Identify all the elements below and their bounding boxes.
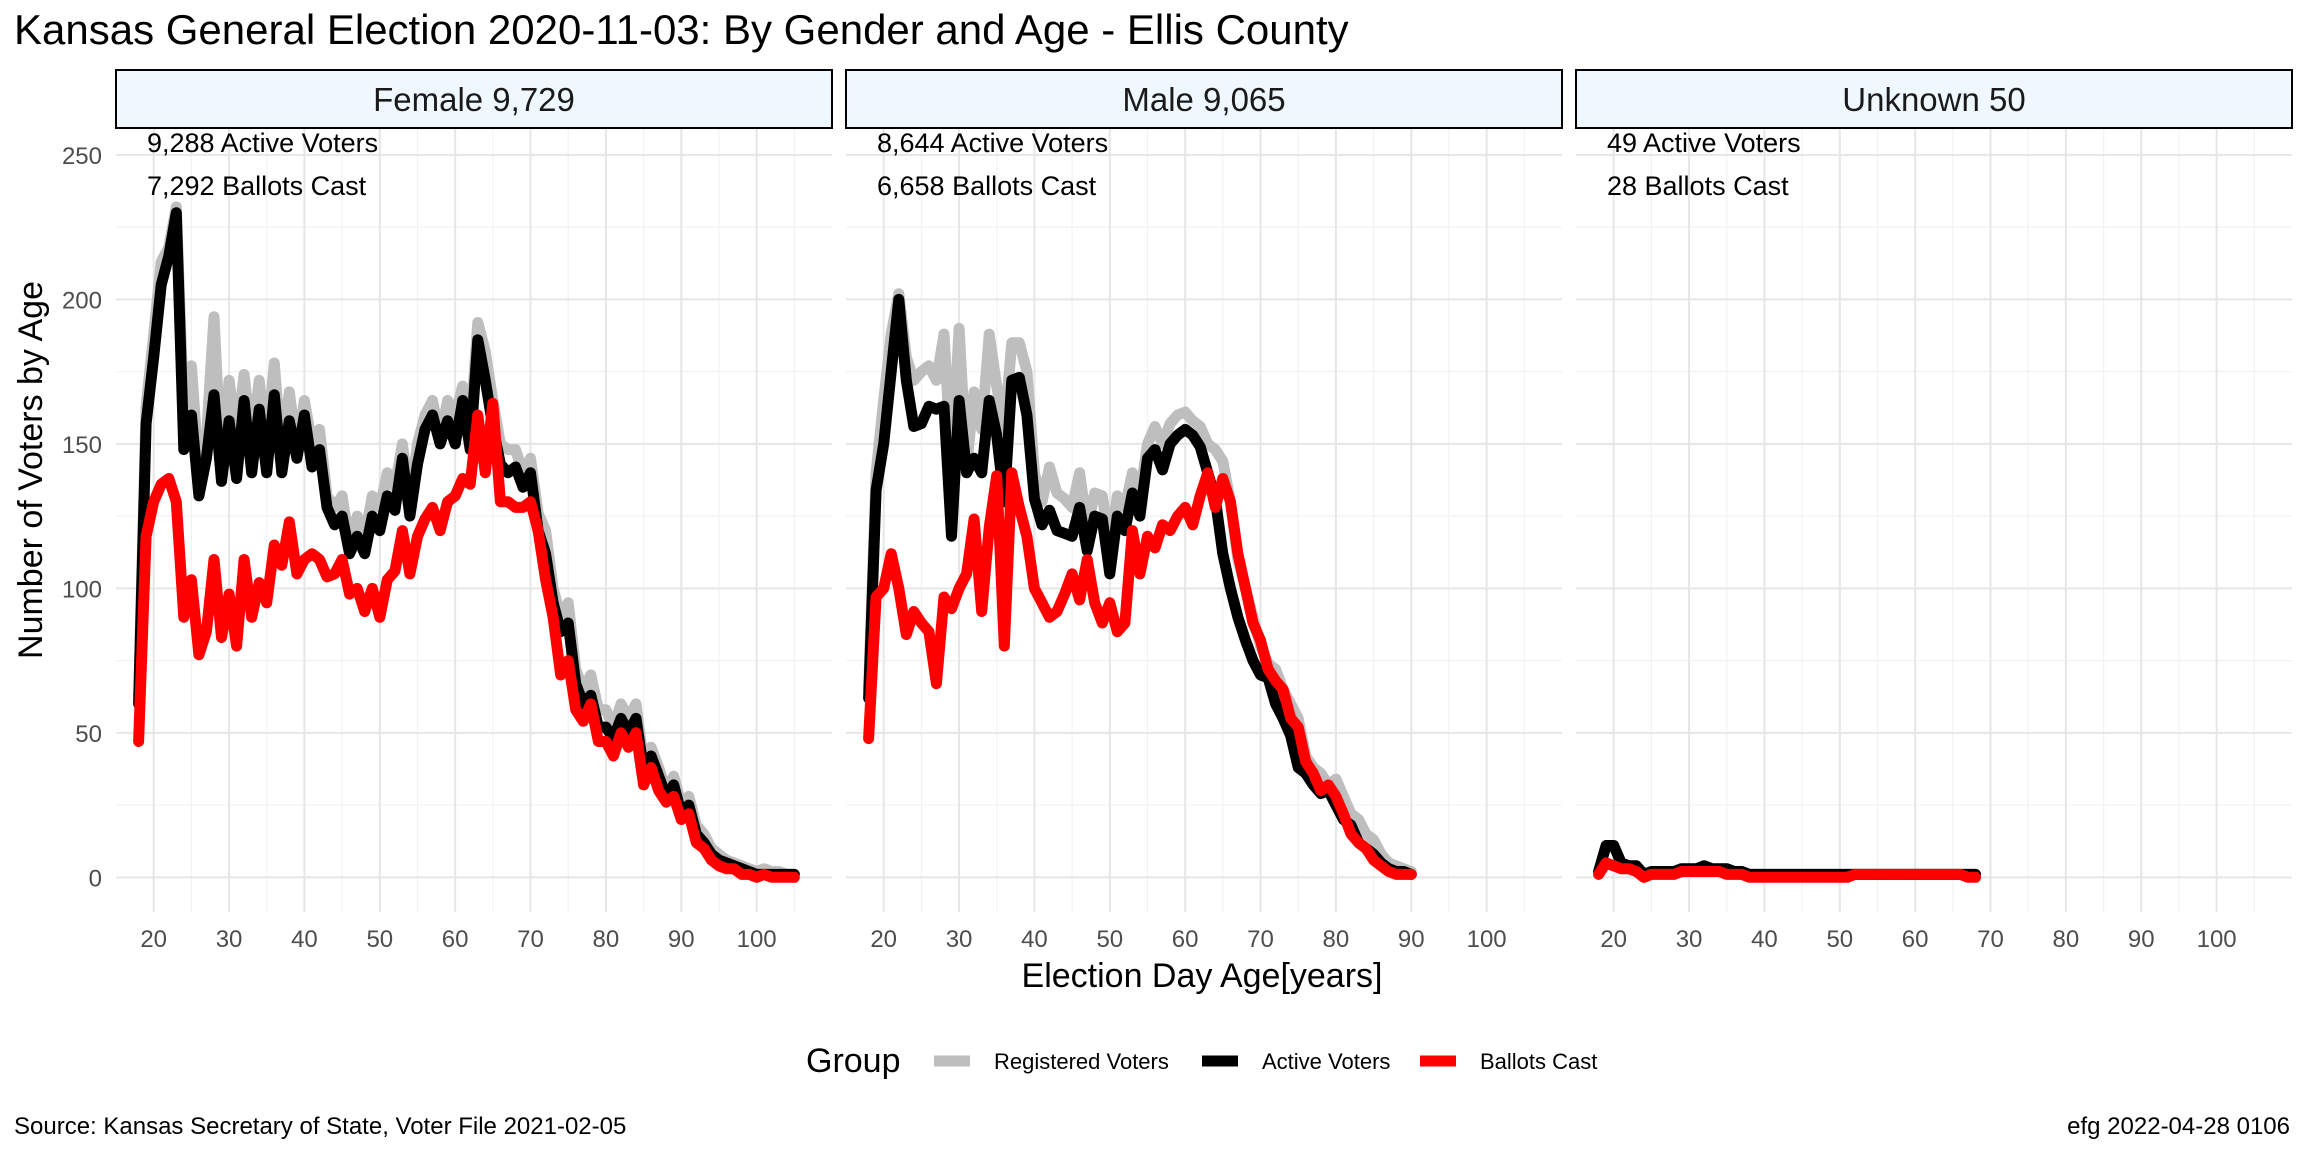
panel-annotation: 6,658 Ballots Cast	[877, 171, 1097, 201]
series-line	[133, 207, 800, 880]
strip-background	[845, 69, 1563, 129]
facet-strip: Unknown 50	[1575, 69, 2293, 129]
panel-annotation: 28 Ballots Cast	[1607, 171, 1789, 201]
x-tick-label: 90	[1398, 926, 1425, 953]
y-tick-label: 150	[62, 432, 102, 459]
x-tick-label: 50	[1096, 926, 1123, 953]
x-tick-label: 40	[291, 926, 318, 953]
x-tick-label: 50	[366, 926, 393, 953]
x-tick-label: 100	[737, 926, 777, 953]
source-note: Source: Kansas Secretary of State, Voter…	[14, 1113, 626, 1140]
x-tick-label: 100	[2197, 926, 2237, 953]
x-tick-label: 30	[1676, 926, 1703, 953]
y-tick-label: 100	[62, 576, 102, 603]
x-tick-label: 60	[1172, 926, 1199, 953]
legend-item: Ballots Cast	[1420, 1049, 1597, 1074]
x-tick-label: 100	[1467, 926, 1507, 953]
strip-label: Unknown 50	[1842, 81, 2025, 118]
x-tick-label: 70	[1247, 926, 1274, 953]
strip-background	[115, 69, 833, 129]
x-tick-label: 30	[946, 926, 973, 953]
facet-panel-1: 20 30 40 50 60 70 80 90 100 0 50 100 150 200 250 Female…	[62, 69, 833, 953]
series-line	[133, 397, 800, 883]
y-tick-label: 50	[75, 721, 102, 748]
facet-panel-3: 20 30 40 50 60 70 80 90 100 Unknown 50 49 Active V…	[1575, 69, 2293, 953]
y-tick-label: 0	[89, 865, 102, 892]
x-tick-label: 40	[1751, 926, 1778, 953]
legend-item: Registered Voters	[934, 1049, 1169, 1074]
facet-strip: Female 9,729	[115, 69, 833, 129]
legend: Group Registered Voters Active Voters Ball…	[806, 1042, 1597, 1080]
x-tick-label: 80	[593, 926, 620, 953]
x-tick-label: 90	[2128, 926, 2155, 953]
x-tick-label: 20	[140, 926, 167, 953]
panel-annotation: 49 Active Voters	[1607, 128, 1801, 158]
legend-label: Active Voters	[1262, 1049, 1390, 1074]
facet-panel-2: 20 30 40 50 60 70 80 90 100 Male 9,065 8,644 Activ…	[845, 69, 1563, 953]
x-tick-label: 80	[1323, 926, 1350, 953]
y-axis-label: Number of Voters by Age	[12, 281, 50, 659]
legend-label: Ballots Cast	[1480, 1049, 1597, 1074]
x-tick-label: 60	[442, 926, 469, 953]
series-line	[1593, 857, 1981, 883]
strip-label: Male 9,065	[1122, 81, 1285, 118]
x-tick-label: 20	[870, 926, 897, 953]
x-tick-label: 80	[2053, 926, 2080, 953]
x-axis-label: Election Day Age[years]	[1022, 957, 1383, 995]
x-tick-label: 70	[1977, 926, 2004, 953]
panel-annotation: 7,292 Ballots Cast	[147, 171, 367, 201]
x-tick-label: 30	[216, 926, 243, 953]
x-tick-label: 90	[668, 926, 695, 953]
legend-title: Group	[806, 1042, 901, 1080]
x-tick-label: 20	[1600, 926, 1627, 953]
series-line	[133, 201, 800, 880]
panel-annotation: 8,644 Active Voters	[877, 128, 1108, 158]
credit-note: efg 2022-04-28 0106	[2067, 1113, 2290, 1140]
strip-label: Female 9,729	[373, 81, 575, 118]
panel-annotation: 9,288 Active Voters	[147, 128, 378, 158]
x-tick-label: 60	[1902, 926, 1929, 953]
y-tick-label: 200	[62, 287, 102, 314]
chart-title: Kansas General Election 2020-11-03: By G…	[14, 6, 1349, 53]
strip-background	[1575, 69, 2293, 129]
x-tick-label: 70	[517, 926, 544, 953]
y-tick-label: 250	[62, 143, 102, 170]
facet-panels: 20 30 40 50 60 70 80 90 100 0 50 100 150 200 250 Female…	[62, 69, 2293, 953]
legend-label: Registered Voters	[994, 1049, 1169, 1074]
x-tick-label: 40	[1021, 926, 1048, 953]
x-tick-label: 50	[1826, 926, 1853, 953]
facet-strip: Male 9,065	[845, 69, 1563, 129]
legend-item: Active Voters	[1202, 1049, 1390, 1074]
series-line	[863, 467, 1417, 880]
